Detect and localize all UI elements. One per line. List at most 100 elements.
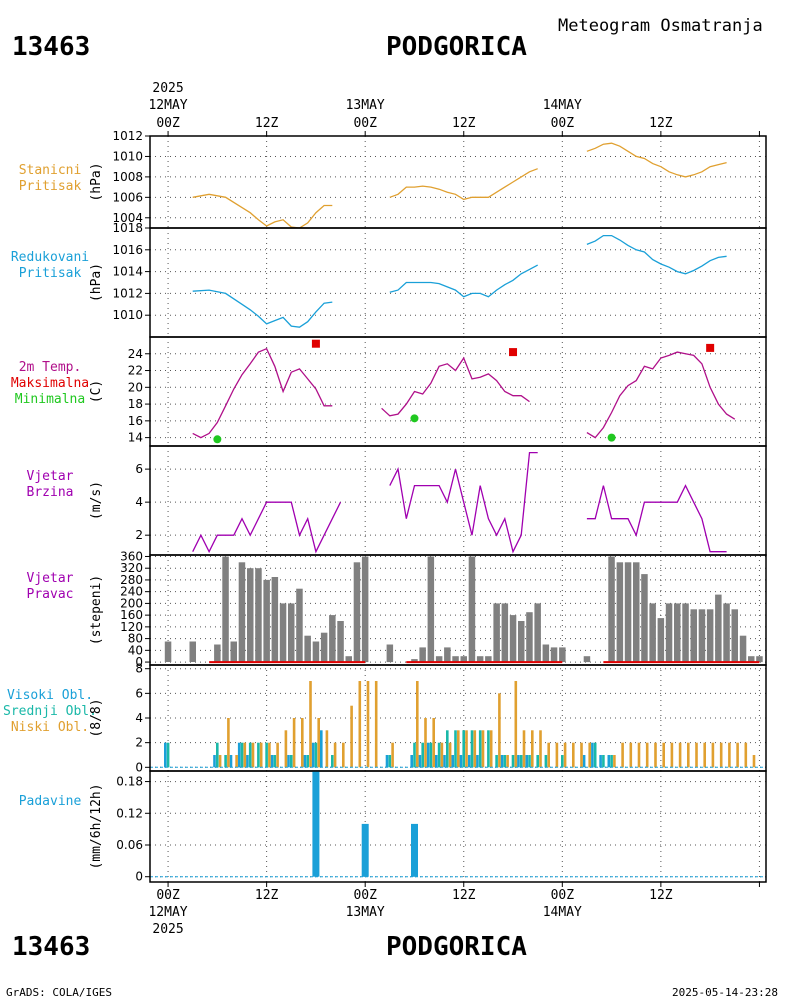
bar-wind-direction — [723, 603, 730, 663]
bar-clouds — [613, 755, 616, 768]
bar-clouds — [216, 742, 219, 768]
bar-clouds — [495, 755, 498, 768]
bar-clouds — [621, 742, 624, 768]
bar-clouds — [451, 755, 454, 768]
y-tick-label: 20 — [128, 380, 143, 394]
y-tick-label: 4 — [135, 495, 143, 509]
bar-clouds — [703, 742, 706, 768]
y-tick-label: 1006 — [112, 190, 143, 204]
y-tick-label: 0 — [135, 760, 143, 774]
bottom-year: 2025 — [152, 922, 183, 937]
bar-wind-direction — [493, 603, 500, 663]
panel-label-temperature: Minimalna — [15, 392, 85, 407]
bar-clouds — [333, 742, 337, 768]
y-tick-label: 1010 — [112, 308, 143, 322]
bar-wind-direction — [476, 656, 484, 663]
bar-clouds — [320, 730, 323, 768]
bar-clouds — [443, 755, 446, 768]
y-tick-label: 1012 — [112, 129, 143, 143]
bar-wind-direction — [748, 656, 755, 663]
y-tick-label: 120 — [120, 620, 143, 634]
bar-precipitation — [411, 823, 418, 877]
bottom-date-label: 12MAY — [148, 905, 187, 920]
bar-clouds — [388, 755, 392, 768]
series-line-temperature — [192, 347, 333, 439]
y-tick-label: 14 — [128, 431, 143, 445]
bar-clouds — [446, 730, 449, 768]
bar-clouds — [547, 742, 550, 768]
bar-wind-direction — [657, 618, 665, 663]
bar-wind-direction — [337, 621, 344, 663]
bar-clouds — [572, 742, 575, 768]
credit-text: GrADS: COLA/IGES — [6, 986, 112, 999]
bar-clouds — [744, 742, 748, 768]
bar-clouds — [243, 742, 247, 768]
bar-clouds — [314, 742, 318, 768]
series-line-reduced-pressure — [192, 289, 333, 328]
bar-clouds — [342, 742, 345, 768]
bottom-hour-label: 00Z — [156, 888, 180, 903]
bar-wind-direction — [419, 647, 426, 663]
station-name-bottom: PODGORICA — [386, 932, 527, 962]
bar-clouds — [270, 755, 274, 768]
bar-clouds — [555, 742, 559, 768]
panel-label-reduced-pressure: Pritisak — [19, 266, 82, 281]
top-date-label: 14MAY — [543, 98, 582, 113]
bar-wind-direction — [633, 562, 640, 662]
bar-wind-direction — [739, 635, 747, 663]
panel-precipitation: 0 0.06 0.12 0.18 (mm/6h/12h) Padavine — [19, 770, 767, 884]
bar-wind-direction — [509, 615, 517, 662]
bar-wind-direction — [345, 656, 352, 663]
bar-clouds — [391, 742, 394, 768]
bar-wind-direction — [361, 556, 369, 663]
series-line-reduced-pressure — [389, 264, 539, 298]
bar-clouds — [251, 742, 255, 768]
bar-clouds — [670, 742, 674, 768]
bar-clouds — [610, 755, 613, 768]
panel-label-wind-speed: Vjetar — [27, 469, 74, 484]
y-tick-label: 6 — [135, 686, 143, 700]
bar-clouds — [481, 730, 485, 768]
bar-clouds — [503, 755, 507, 768]
y-tick-label: 1008 — [112, 170, 143, 184]
bar-clouds — [561, 755, 564, 768]
bar-clouds — [287, 755, 290, 768]
bar-clouds — [580, 742, 583, 768]
bar-clouds — [424, 718, 427, 768]
bar-clouds — [457, 730, 460, 768]
bar-clouds — [662, 742, 665, 768]
bar-clouds — [284, 730, 288, 768]
bar-clouds — [528, 755, 531, 768]
y-axis-label: (mm/6h/12h) — [89, 783, 104, 869]
panel-pressure: 1004 1006 1008 1010 1012 (hPa) StanicniPritisa… — [19, 129, 767, 229]
bar-precipitation — [312, 771, 320, 877]
bar-wind-direction — [641, 574, 648, 663]
panel-clouds: 0 2 4 6 8 (8/8)Visoki Obl.Srednji Obl.Niski O… — [3, 662, 767, 774]
bar-clouds — [695, 742, 698, 768]
top-hour-label: 12Z — [452, 116, 476, 131]
panel-frame — [149, 135, 767, 229]
bar-clouds — [736, 742, 739, 768]
panel-label-temperature: Maksimalna — [11, 376, 89, 391]
bar-clouds — [331, 755, 334, 768]
bar-clouds — [522, 730, 526, 768]
bar-clouds — [257, 742, 260, 768]
y-tick-label: 1014 — [112, 265, 143, 279]
bar-wind-direction — [222, 556, 229, 663]
y-tick-label: 1010 — [112, 149, 143, 163]
bar-clouds — [519, 755, 523, 768]
bar-clouds — [473, 730, 477, 768]
series-line-wind-speed — [192, 501, 342, 554]
y-axis-label: (stepeni) — [89, 575, 104, 645]
bar-wind-direction — [312, 641, 320, 662]
bar-wind-direction — [583, 656, 591, 663]
station-id-bottom: 13463 — [12, 932, 90, 962]
y-tick-label: 18 — [128, 397, 143, 411]
bar-clouds — [487, 730, 490, 768]
bar-clouds — [385, 755, 389, 768]
bar-wind-direction — [485, 656, 492, 663]
series-line-reduced-pressure — [586, 234, 727, 275]
station-name-top: PODGORICA — [386, 32, 527, 62]
bar-wind-direction — [271, 577, 279, 663]
